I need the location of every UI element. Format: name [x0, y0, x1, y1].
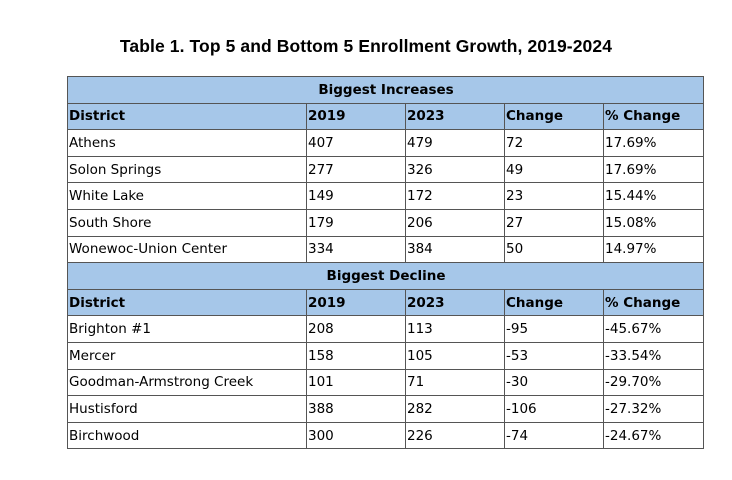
district-cell: Athens — [67, 129, 307, 157]
district-cell: Goodman-Armstrong Creek — [67, 368, 307, 397]
pct-change-cell: 15.08% — [602, 208, 705, 237]
column-header-change: Change — [504, 288, 604, 317]
section-header-increases: Biggest Increases — [66, 76, 705, 104]
table-row: Birchwood 300 226 -74 -24.67% — [67, 421, 705, 450]
district-cell: Birchwood — [67, 421, 307, 450]
column-header-row: District 2019 2023 Change % Change — [67, 102, 705, 131]
pct-change-cell: -33.54% — [602, 341, 705, 370]
column-header-pct-change: % Change — [602, 102, 705, 131]
change-cell: 72 — [504, 129, 604, 157]
column-header-change: Change — [504, 102, 604, 131]
pct-change-cell: 17.69% — [602, 129, 705, 157]
enrollment-2023-cell: 479 — [405, 129, 505, 157]
enrollment-2019-cell: 277 — [306, 155, 406, 184]
change-cell: -53 — [504, 341, 604, 370]
enrollment-table: Biggest Increases District 2019 2023 Cha… — [66, 76, 705, 450]
district-cell: South Shore — [67, 208, 307, 237]
column-header-2023: 2023 — [405, 102, 505, 131]
pct-change-cell: 15.44% — [602, 182, 705, 210]
district-cell: Mercer — [67, 341, 307, 370]
table-row: Solon Springs 277 326 49 17.69% — [67, 155, 705, 184]
column-header-2019: 2019 — [306, 102, 406, 131]
change-cell: 50 — [504, 235, 604, 264]
enrollment-2023-cell: 113 — [405, 315, 505, 343]
column-header-2019: 2019 — [306, 288, 406, 317]
enrollment-2019-cell: 158 — [306, 341, 406, 370]
table-row: Hustisford 388 282 -106 -27.32% — [67, 395, 705, 423]
enrollment-2019-cell: 149 — [306, 182, 406, 210]
change-cell: -95 — [504, 315, 604, 343]
column-header-row: District 2019 2023 Change % Change — [67, 288, 705, 317]
district-cell: Solon Springs — [67, 155, 307, 184]
enrollment-2023-cell: 282 — [405, 395, 505, 423]
change-cell: 27 — [504, 208, 604, 237]
district-cell: Brighton #1 — [67, 315, 307, 343]
pct-change-cell: -29.70% — [602, 368, 705, 397]
change-cell: -74 — [504, 421, 604, 450]
section-title-declines: Biggest Decline — [66, 262, 705, 290]
column-header-2023: 2023 — [405, 288, 505, 317]
enrollment-2023-cell: 326 — [405, 155, 505, 184]
section-header-declines: Biggest Decline — [66, 262, 705, 290]
enrollment-2023-cell: 206 — [405, 208, 505, 237]
enrollment-2023-cell: 226 — [405, 421, 505, 450]
change-cell: 49 — [504, 155, 604, 184]
enrollment-2019-cell: 334 — [306, 235, 406, 264]
column-header-pct-change: % Change — [602, 288, 705, 317]
change-cell: -30 — [504, 368, 604, 397]
enrollment-2019-cell: 208 — [306, 315, 406, 343]
change-cell: -106 — [504, 395, 604, 423]
section-title-increases: Biggest Increases — [66, 76, 705, 104]
table-row: White Lake 149 172 23 15.44% — [67, 182, 705, 210]
district-cell: Hustisford — [67, 395, 307, 423]
enrollment-2019-cell: 407 — [306, 129, 406, 157]
enrollment-2023-cell: 105 — [405, 341, 505, 370]
enrollment-2019-cell: 101 — [306, 368, 406, 397]
enrollment-2023-cell: 172 — [405, 182, 505, 210]
table-title: Table 1. Top 5 and Bottom 5 Enrollment G… — [119, 36, 613, 56]
change-cell: 23 — [504, 182, 604, 210]
table-row: Wonewoc-Union Center 334 384 50 14.97% — [67, 235, 705, 264]
table-row: South Shore 179 206 27 15.08% — [67, 208, 705, 237]
table-row: Brighton #1 208 113 -95 -45.67% — [67, 315, 705, 343]
enrollment-2023-cell: 71 — [405, 368, 505, 397]
enrollment-2019-cell: 179 — [306, 208, 406, 237]
table-row: Mercer 158 105 -53 -33.54% — [67, 341, 705, 370]
enrollment-2019-cell: 300 — [306, 421, 406, 450]
district-cell: Wonewoc-Union Center — [67, 235, 307, 264]
pct-change-cell: -45.67% — [602, 315, 705, 343]
pct-change-cell: 14.97% — [602, 235, 705, 264]
table-row: Goodman-Armstrong Creek 101 71 -30 -29.7… — [67, 368, 705, 397]
pct-change-cell: -27.32% — [602, 395, 705, 423]
table-row: Athens 407 479 72 17.69% — [67, 129, 705, 157]
pct-change-cell: 17.69% — [602, 155, 705, 184]
district-cell: White Lake — [67, 182, 307, 210]
column-header-district: District — [67, 102, 307, 131]
enrollment-2019-cell: 388 — [306, 395, 406, 423]
pct-change-cell: -24.67% — [602, 421, 705, 450]
enrollment-2023-cell: 384 — [405, 235, 505, 264]
column-header-district: District — [67, 288, 307, 317]
